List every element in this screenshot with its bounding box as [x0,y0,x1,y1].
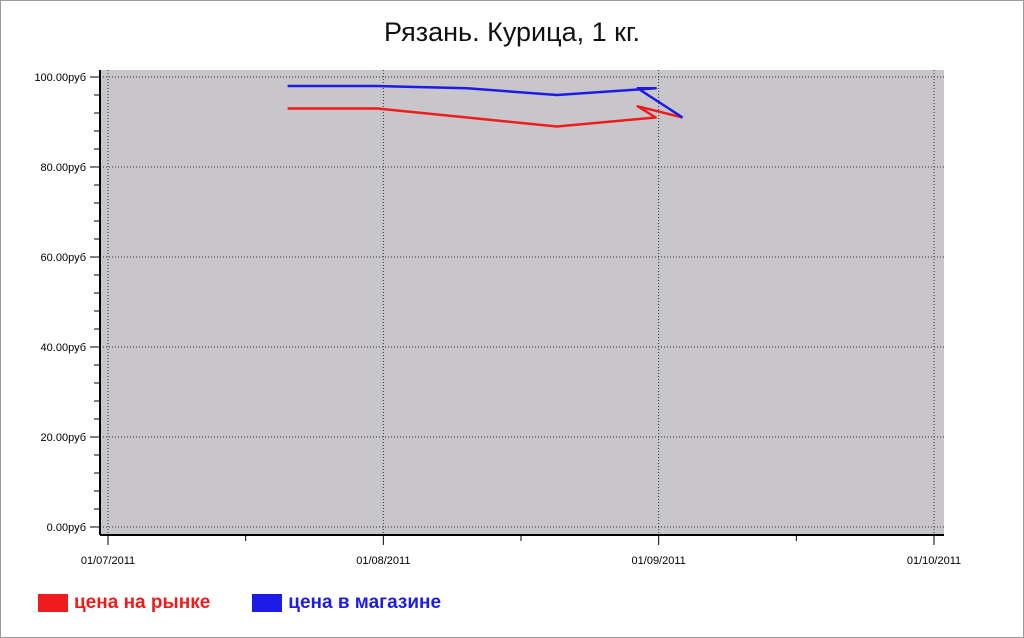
chart-title: Рязань. Курица, 1 кг. [384,17,640,47]
x-tick-label: 01/10/2011 [907,555,961,567]
legend-swatch-market [38,594,68,612]
legend-item-market: цена на рынке [38,592,210,614]
legend-swatch-store [252,594,283,612]
y-tick-label: 20.00руб [41,432,86,444]
y-tick-label: 40.00руб [41,342,86,354]
legend-item-store: цена в магазине [252,592,441,614]
legend-label-store: цена в магазине [288,592,442,613]
y-tick-label: 60.00руб [41,252,86,264]
x-tick-label: 01/09/2011 [632,555,686,567]
plot-background [100,70,944,535]
x-tick-label: 01/08/2011 [356,555,410,567]
series-line-1 [287,84,684,119]
legend: цена на рынке цена в магазине [38,592,483,614]
y-tick-label: 80.00руб [41,162,86,174]
legend-label-market: цена на рынке [74,592,211,613]
series-line-0 [287,105,683,128]
x-tick-label: 01/07/2011 [81,555,135,567]
y-tick-label: 100.00руб [34,72,86,84]
y-tick-label: 0.00руб [47,522,86,534]
